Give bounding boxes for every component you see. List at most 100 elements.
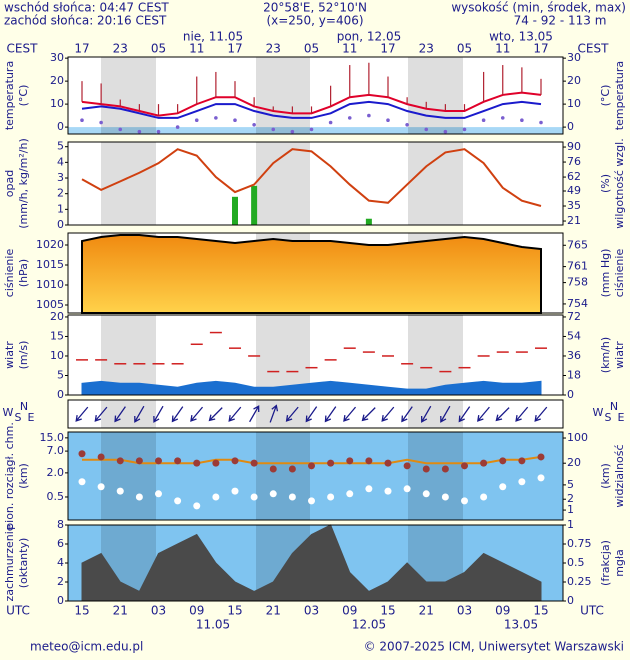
y2-tick-label: 761 — [567, 260, 588, 273]
dot — [116, 487, 124, 495]
night-band — [256, 400, 310, 428]
dot — [250, 493, 258, 501]
dot — [212, 459, 220, 467]
sunset: zachód słońca: 20:16 CEST — [4, 14, 167, 28]
cest-label: CEST — [7, 42, 39, 56]
below-zero — [68, 127, 563, 134]
dot — [539, 120, 543, 125]
night-band — [256, 57, 310, 134]
dot — [269, 490, 277, 498]
dot — [403, 485, 411, 493]
axis-title: (m/s) — [17, 341, 30, 370]
y-tick-label: 0.5 — [47, 490, 65, 503]
dot — [288, 493, 296, 501]
wind-arrow — [171, 406, 184, 423]
night-band — [256, 142, 310, 225]
dot — [365, 485, 373, 493]
y2-tick-label: 10 — [567, 97, 581, 110]
dot — [346, 457, 354, 465]
night-band — [256, 315, 310, 395]
axis-title: zachmurzenie — [3, 524, 16, 601]
y-tick-label: 5 — [57, 368, 64, 381]
series-line — [81, 148, 542, 207]
dot — [441, 493, 449, 501]
wind-arrow — [249, 405, 260, 423]
utc-tick-label: 03 — [457, 604, 472, 618]
dot — [155, 490, 162, 498]
y-tick-label: 20 — [50, 74, 64, 87]
y2-tick-label: 62 — [567, 170, 581, 183]
axis-title: ciśnienie — [3, 249, 16, 298]
axis-title: (hPa) — [17, 259, 30, 287]
y-tick-label: 1020 — [36, 238, 64, 251]
utc-tick-label: 15 — [380, 604, 395, 618]
dot — [269, 465, 277, 473]
dot — [405, 123, 409, 127]
y-tick-label: 2 — [57, 575, 64, 588]
dot — [346, 490, 354, 498]
dot — [135, 493, 143, 501]
dot — [78, 478, 86, 486]
dot — [537, 453, 545, 461]
dot — [422, 465, 430, 473]
dot — [384, 459, 392, 467]
precip-bar — [232, 196, 238, 225]
y2-tick-label: 76 — [567, 155, 581, 168]
panel-frame — [67, 56, 564, 135]
y2-tick-label: 35 — [567, 199, 581, 212]
series-area — [81, 234, 542, 314]
y-tick-label: 0 — [57, 388, 64, 401]
cest-tick-label: 23 — [266, 42, 281, 56]
y-tick-label: 10 — [50, 97, 64, 110]
utc-tick-label: 15 — [74, 604, 89, 618]
y2-tick-label: 0.5 — [567, 556, 585, 569]
dot — [520, 118, 524, 123]
height-title: wysokość (min, środek, max) — [451, 1, 626, 15]
axis-title: (°C) — [17, 85, 30, 107]
night-band — [408, 142, 463, 225]
cest-tick-label: 11 — [342, 42, 357, 56]
dot — [97, 483, 105, 491]
night-band — [101, 432, 156, 520]
dot — [424, 127, 429, 132]
cest-tick-label: 11 — [495, 42, 510, 56]
y2-tick-label: 2 — [567, 492, 574, 505]
y2-tick-label: 100 — [567, 431, 588, 444]
utc-tick-label: 15 — [533, 604, 548, 618]
y-tick-label: 10 — [50, 349, 64, 362]
cest-tick-label: 05 — [151, 42, 166, 56]
y2-tick-label: 754 — [567, 297, 588, 310]
y-tick-label: 30 — [50, 51, 64, 64]
axis-title: ciśnienie — [613, 249, 626, 298]
y-tick-label: 2.0 — [47, 466, 65, 479]
axis-title: mgła — [613, 549, 626, 577]
night-band — [408, 400, 463, 428]
cest-label: CEST — [578, 42, 610, 56]
dot — [250, 459, 258, 467]
y-tick-label: 3 — [57, 171, 64, 184]
cest-tick-label: 05 — [457, 42, 472, 56]
y-tick-label: 4 — [57, 556, 64, 569]
cest-tick-label: 11 — [189, 42, 204, 56]
utc-label: UTC — [580, 604, 604, 618]
axis-title: temperatura — [613, 61, 626, 130]
dot — [288, 465, 296, 473]
wind-arrow — [534, 406, 548, 422]
dot — [193, 502, 201, 510]
compass-letter: S — [605, 411, 612, 424]
y2-tick-label: 21 — [567, 214, 581, 227]
panel-frame — [67, 431, 564, 521]
y-tick-label: 6 — [57, 537, 64, 550]
wind-arrow — [458, 406, 471, 423]
axis-title: widzialność — [613, 444, 626, 507]
wind-arrow — [285, 406, 299, 422]
dot — [347, 116, 352, 120]
panel-background — [68, 400, 563, 428]
y-tick-label: 1015 — [36, 258, 64, 271]
y2-tick-label: 30 — [567, 51, 581, 64]
y2-tick-label: 1 — [567, 518, 574, 531]
y2-tick-label: 1 — [567, 503, 574, 516]
wind-arrow — [114, 406, 126, 423]
dot — [443, 129, 448, 134]
